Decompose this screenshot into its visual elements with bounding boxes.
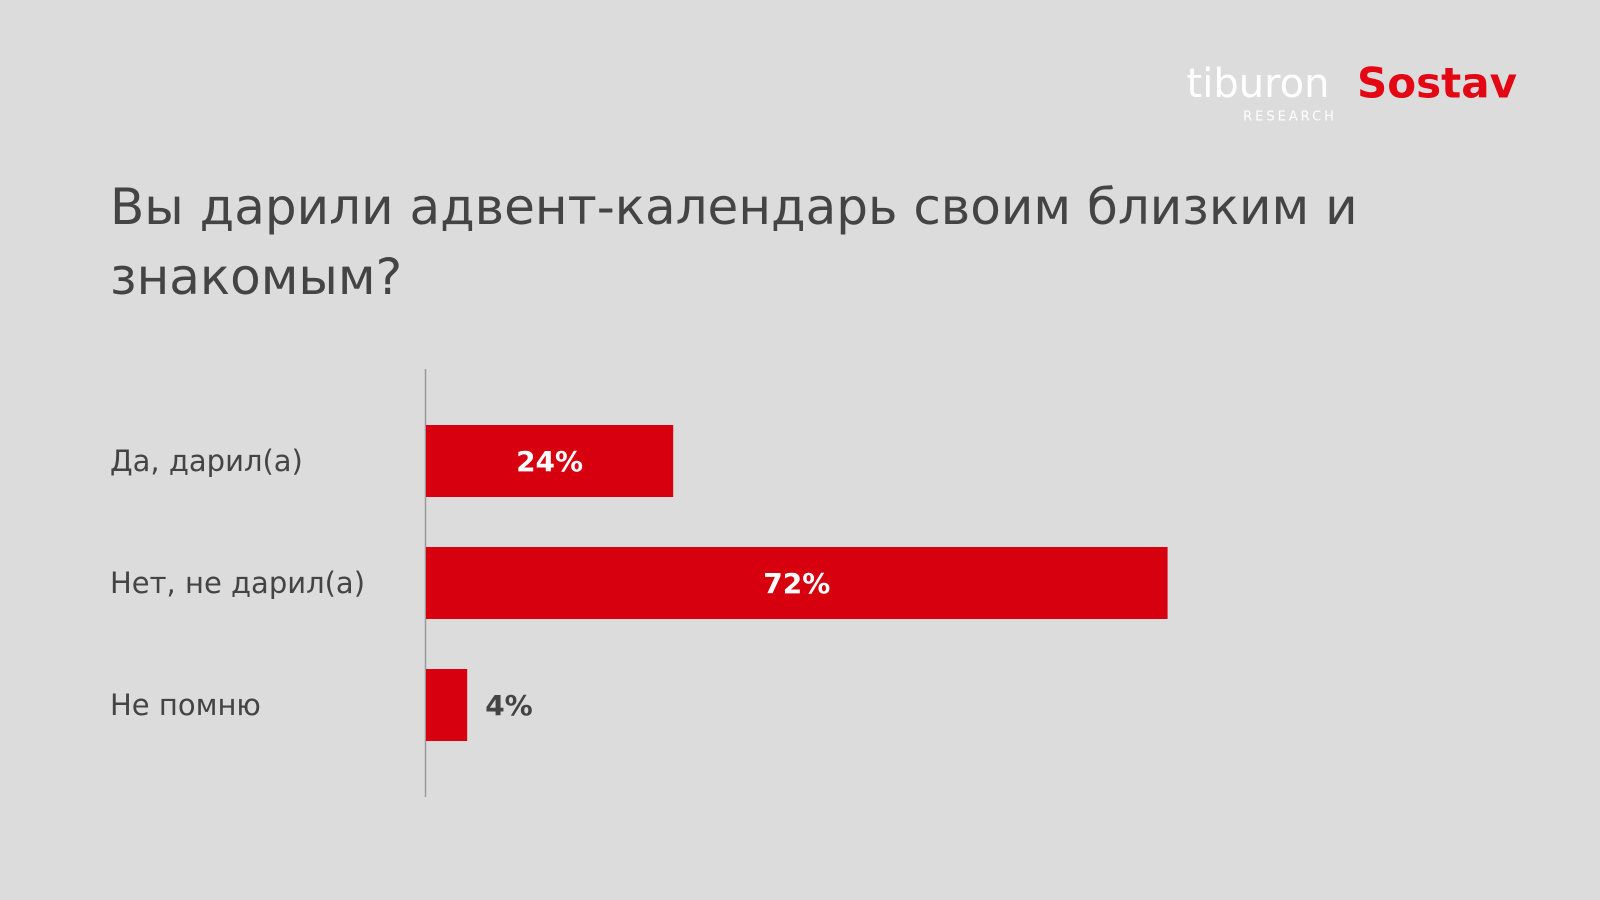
brand-sostav: Sostav — [1357, 59, 1517, 108]
brand-research: RESEARCH — [1243, 110, 1337, 125]
value-label: 24% — [516, 445, 583, 478]
category-label: Не помню — [110, 688, 261, 722]
bar — [426, 669, 468, 741]
category-label: Нет, не дарил(а) — [110, 566, 365, 600]
chart-title: Вы дарили адвент-календарь своим близким… — [110, 178, 1358, 306]
brand-tiburon: tiburon — [1187, 61, 1330, 107]
value-label: 4% — [485, 689, 533, 722]
bar — [426, 547, 1168, 619]
bar — [426, 425, 674, 497]
category-label: Да, дарил(а) — [110, 444, 303, 478]
value-label: 72% — [763, 567, 830, 600]
